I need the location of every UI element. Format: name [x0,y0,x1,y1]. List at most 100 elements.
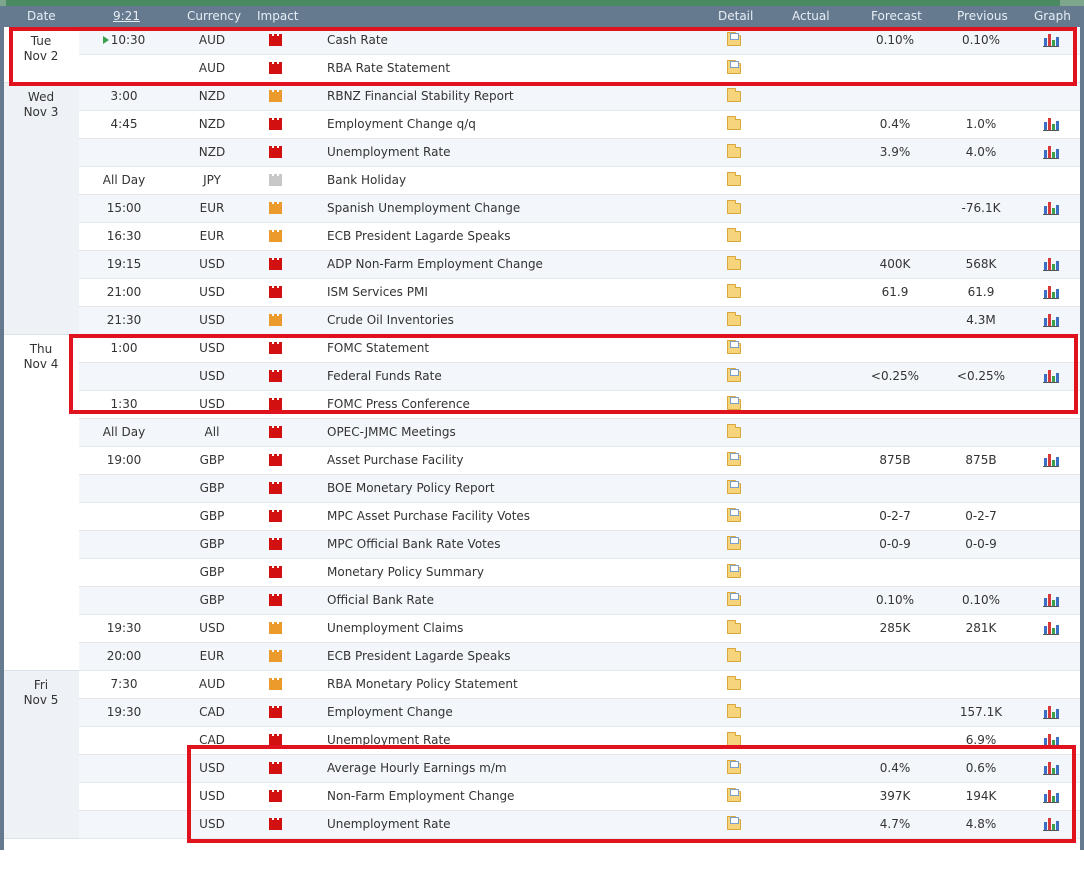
detail-folder-icon[interactable] [727,88,741,102]
detail-folder-icon[interactable] [727,676,741,690]
event-row[interactable]: 3:00 NZD RBNZ Financial Stability Report [0,83,1084,111]
detail-document-folder-icon[interactable] [727,480,741,494]
detail-document-folder-icon[interactable] [727,536,741,550]
impact-high-icon[interactable] [269,286,282,298]
detail-folder-icon[interactable] [727,144,741,158]
detail-folder-icon[interactable] [727,284,741,298]
event-row[interactable]: 7:30 AUD RBA Monetary Policy Statement [0,671,1084,699]
detail-folder-icon[interactable] [727,256,741,270]
event-row[interactable]: 1:00 USD FOMC Statement [0,335,1084,363]
detail-folder-icon[interactable] [727,648,741,662]
impact-high-icon[interactable] [269,454,282,466]
graph-icon[interactable] [1043,314,1059,327]
graph-icon[interactable] [1043,370,1059,383]
graph-icon[interactable] [1043,454,1059,467]
impact-high-icon[interactable] [269,818,282,830]
detail-document-folder-icon[interactable] [727,60,741,74]
event-row[interactable]: 19:15 USD ADP Non-Farm Employment Change 40… [0,251,1084,279]
event-row[interactable]: USD Federal Funds Rate <0.25% <0.25% [0,363,1084,391]
event-row[interactable]: GBP Monetary Policy Summary [0,559,1084,587]
event-row[interactable]: USD Non-Farm Employment Change 397K 194K [0,783,1084,811]
event-row[interactable]: 19:00 GBP Asset Purchase Facility 875B 875B [0,447,1084,475]
impact-med-icon[interactable] [269,678,282,690]
impact-high-icon[interactable] [269,146,282,158]
detail-document-folder-icon[interactable] [727,32,741,46]
event-row[interactable]: 19:30 USD Unemployment Claims 285K 281K [0,615,1084,643]
header-date[interactable]: Date [27,9,56,23]
graph-icon[interactable] [1043,790,1059,803]
graph-icon[interactable] [1043,762,1059,775]
detail-folder-icon[interactable] [727,116,741,130]
impact-high-icon[interactable] [269,734,282,746]
detail-folder-icon[interactable] [727,172,741,186]
graph-icon[interactable] [1043,594,1059,607]
impact-high-icon[interactable] [269,566,282,578]
graph-icon[interactable] [1043,258,1059,271]
event-row[interactable]: All Day JPY Bank Holiday [0,167,1084,195]
event-row[interactable]: USD Unemployment Rate 4.7% 4.8% [0,811,1084,839]
detail-folder-icon[interactable] [727,732,741,746]
event-row[interactable]: NZD Unemployment Rate 3.9% 4.0% [0,139,1084,167]
header-currency[interactable]: Currency [187,9,242,23]
event-row[interactable]: AUD RBA Rate Statement [0,55,1084,83]
impact-high-icon[interactable] [269,594,282,606]
impact-med-icon[interactable] [269,622,282,634]
event-row[interactable]: 16:30 EUR ECB President Lagarde Speaks [0,223,1084,251]
impact-high-icon[interactable] [269,342,282,354]
graph-icon[interactable] [1043,706,1059,719]
header-previous[interactable]: Previous [957,9,1008,23]
impact-high-icon[interactable] [269,762,282,774]
event-row[interactable]: 20:00 EUR ECB President Lagarde Speaks [0,643,1084,671]
impact-med-icon[interactable] [269,230,282,242]
detail-document-folder-icon[interactable] [727,564,741,578]
detail-document-folder-icon[interactable] [727,368,741,382]
graph-icon[interactable] [1043,622,1059,635]
graph-icon[interactable] [1043,34,1059,47]
event-row[interactable]: 10:30 AUD Cash Rate 0.10% 0.10% [0,27,1084,55]
event-row[interactable]: 21:30 USD Crude Oil Inventories 4.3M [0,307,1084,335]
event-row[interactable]: 1:30 USD FOMC Press Conference [0,391,1084,419]
detail-document-folder-icon[interactable] [727,508,741,522]
event-row[interactable]: GBP MPC Official Bank Rate Votes 0-0-9 0-0-… [0,531,1084,559]
impact-high-icon[interactable] [269,370,282,382]
event-row[interactable]: 4:45 NZD Employment Change q/q 0.4% 1.0% [0,111,1084,139]
event-row-partial[interactable] [0,839,1084,846]
detail-document-folder-icon[interactable] [727,452,741,466]
event-row[interactable]: USD Average Hourly Earnings m/m 0.4% 0.6% [0,755,1084,783]
impact-high-icon[interactable] [269,538,282,550]
header-graph[interactable]: Graph [1034,9,1071,23]
impact-high-icon[interactable] [269,118,282,130]
header-actual[interactable]: Actual [792,9,830,23]
impact-med-icon[interactable] [269,650,282,662]
graph-icon[interactable] [1043,146,1059,159]
detail-folder-icon[interactable] [727,312,741,326]
impact-med-icon[interactable] [269,314,282,326]
detail-folder-icon[interactable] [727,424,741,438]
detail-document-folder-icon[interactable] [727,816,741,830]
impact-high-icon[interactable] [269,258,282,270]
graph-icon[interactable] [1043,818,1059,831]
detail-folder-icon[interactable] [727,200,741,214]
event-row[interactable]: 19:30 CAD Employment Change 157.1K [0,699,1084,727]
header-impact[interactable]: Impact [257,9,299,23]
impact-high-icon[interactable] [269,790,282,802]
graph-icon[interactable] [1043,734,1059,747]
header-time[interactable]: 9:21 [113,9,140,23]
graph-icon[interactable] [1043,286,1059,299]
impact-high-icon[interactable] [269,706,282,718]
event-row[interactable]: 15:00 EUR Spanish Unemployment Change -76.1… [0,195,1084,223]
impact-med-icon[interactable] [269,202,282,214]
detail-folder-icon[interactable] [727,228,741,242]
detail-document-folder-icon[interactable] [727,340,741,354]
impact-high-icon[interactable] [269,510,282,522]
event-row[interactable]: CAD Unemployment Rate 6.9% [0,727,1084,755]
event-row[interactable]: GBP BOE Monetary Policy Report [0,475,1084,503]
detail-document-folder-icon[interactable] [727,760,741,774]
impact-none-icon[interactable] [269,174,282,186]
detail-document-folder-icon[interactable] [727,396,741,410]
detail-folder-icon[interactable] [727,704,741,718]
event-row[interactable]: All Day All OPEC-JMMC Meetings [0,419,1084,447]
header-detail[interactable]: Detail [718,9,754,23]
header-forecast[interactable]: Forecast [871,9,922,23]
graph-icon[interactable] [1043,202,1059,215]
